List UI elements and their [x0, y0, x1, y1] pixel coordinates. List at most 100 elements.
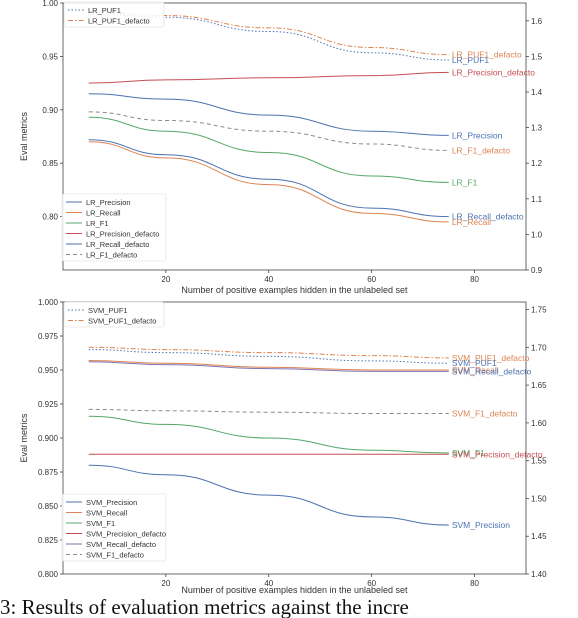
y-tick-label: 0.85	[42, 159, 58, 168]
legend-label: SVM_Precision_defacto	[86, 530, 166, 539]
series-end-label-svm-f1-defacto: SVM_F1_defacto	[452, 409, 518, 419]
legend-label: SVM_F1	[86, 519, 115, 528]
y-axis-label: Eval metrics	[19, 112, 29, 162]
x-tick-label: 60	[367, 275, 376, 284]
y2-tick-label: 1.2	[531, 159, 543, 168]
x-tick-label: 40	[264, 275, 273, 284]
y2-tick-label: 1.50	[531, 494, 547, 503]
legend-label: LR_Precision	[86, 198, 131, 207]
series-end-label-svm-recall-defacto: SVM_Recall_defacto	[452, 366, 532, 376]
x-tick-label: 60	[367, 579, 376, 588]
y2-tick-label: 1.75	[531, 306, 547, 315]
y2-tick-label: 1.70	[531, 343, 547, 352]
y-tick-label: 0.90	[42, 106, 58, 115]
legend-label: SVM_F1_defacto	[86, 551, 144, 560]
y-tick-label: 1.00	[42, 0, 58, 8]
y2-tick-label: 1.45	[531, 532, 547, 541]
y-tick-label: 0.875	[38, 468, 59, 477]
series-end-label-lr-recall-defacto: LR_Recall_defacto	[452, 212, 524, 222]
legend-label: SVM_Recall	[86, 509, 128, 518]
series-line-lr-recall	[88, 141, 449, 223]
series-line-lr-recall-defacto	[88, 139, 449, 218]
y-tick-label: 0.975	[38, 332, 59, 341]
series-end-label-svm-puf1-defacto: SVM_PUF1_defacto	[452, 353, 530, 363]
y-tick-label: 0.900	[38, 434, 59, 443]
legend-box	[63, 1, 165, 28]
legend-top: SVM_PUF1 SVM_PUF1_defacto	[63, 301, 165, 328]
legend-box	[61, 193, 167, 262]
x-tick-label: 80	[470, 579, 479, 588]
series-end-label-lr-puf1-defacto: LR_PUF1_defacto	[452, 50, 522, 60]
x-tick-label: 80	[470, 275, 479, 284]
legend-label: LR_PUF1_defacto	[88, 17, 150, 26]
y2-tick-label: 1.4	[531, 88, 543, 97]
series-end-label-svm-precision-defacto: SVM_Precision_defacto	[452, 449, 543, 459]
chart-panel-2: SVM_PUF1SVM_PUF1_defactoSVM_PrecisionSVM…	[60, 301, 529, 577]
series-line-svm-precision	[88, 464, 449, 526]
legend-label: LR_F1	[86, 219, 109, 228]
series-end-label-svm-recall: SVM_Recall	[452, 365, 499, 375]
series-end-label-lr-f1-defacto: LR_F1_defacto	[452, 145, 510, 155]
figure-caption: 3: Results of evaluation metrics against…	[0, 596, 409, 618]
series-line-svm-puf1-defacto	[88, 346, 449, 359]
series-line-lr-precision-defacto	[88, 71, 449, 84]
series-end-label-lr-precision: LR_Precision	[452, 130, 503, 140]
series-line-svm-recall-defacto	[88, 361, 449, 372]
legend-label: SVM_Recall_defacto	[86, 540, 156, 549]
legend-label: SVM_PUF1	[88, 306, 128, 315]
x-axis-label: Number of positive examples hidden in th…	[181, 585, 408, 595]
y2-tick-label: 1.6	[531, 17, 543, 26]
series-end-label-lr-f1: LR_F1	[452, 177, 478, 187]
series-line-svm-f1	[88, 415, 449, 454]
series-end-label-svm-f1: SVM_F1	[452, 448, 485, 458]
y-tick-label: 0.925	[38, 400, 59, 409]
chart-panel-1: LR_PUF1LR_PUF1_defactoLR_PrecisionLR_Rec…	[60, 1, 529, 273]
y-tick-label: 0.950	[38, 366, 59, 375]
series-line-lr-f1	[88, 116, 449, 183]
series-line-svm-f1-defacto	[88, 408, 449, 415]
legend-label: SVM_PUF1_defacto	[88, 317, 156, 326]
y2-tick-label: 1.60	[531, 419, 547, 428]
y-tick-label: 0.850	[38, 502, 59, 511]
series-end-label-lr-recall: LR_Recall	[452, 217, 491, 227]
y2-tick-label: 1.3	[531, 124, 543, 133]
y-tick-label: 0.95	[42, 52, 58, 61]
legend-label: LR_Recall	[86, 209, 121, 218]
x-tick-label: 20	[161, 579, 170, 588]
legend-box	[61, 493, 167, 562]
legend-label: SVM_Precision	[86, 498, 137, 507]
legend-box	[63, 301, 165, 328]
y2-tick-label: 1.55	[531, 457, 547, 466]
series-end-label-svm-precision: SVM_Precision	[452, 520, 510, 530]
y-tick-label: 0.80	[42, 213, 58, 222]
y-axis-label: Eval metrics	[19, 413, 29, 463]
x-tick-label: 20	[161, 275, 170, 284]
plot-frame	[62, 2, 527, 271]
series-line-lr-f1-defacto	[88, 111, 449, 151]
y-tick-label: 0.825	[38, 536, 59, 545]
legend-label: LR_Recall_defacto	[86, 240, 149, 249]
series-line-svm-recall	[88, 360, 449, 371]
series-line-svm-puf1	[88, 349, 449, 364]
y-tick-label: 1.000	[38, 298, 59, 307]
series-end-label-lr-puf1: LR_PUF1	[452, 55, 490, 65]
series-end-label-svm-puf1: SVM_PUF1	[452, 358, 497, 368]
x-tick-label: 40	[264, 579, 273, 588]
series-line-lr-precision	[88, 93, 449, 136]
legend-top: LR_PUF1 LR_PUF1_defacto	[63, 1, 165, 28]
y2-tick-label: 1.5	[531, 52, 543, 61]
y2-tick-label: 1.0	[531, 230, 543, 239]
y2-tick-label: 0.9	[531, 266, 543, 275]
y-tick-label: 0.800	[38, 570, 59, 579]
legend-label: LR_Precision_defacto	[86, 230, 159, 239]
legend-label: LR_F1_defacto	[86, 251, 137, 260]
y2-tick-label: 1.65	[531, 381, 547, 390]
y2-tick-label: 1.1	[531, 195, 543, 204]
series-end-label-lr-precision-defacto: LR_Precision_defacto	[452, 67, 535, 77]
legend-label: LR_PUF1	[88, 6, 121, 15]
y2-tick-label: 1.40	[531, 570, 547, 579]
x-axis-label: Number of positive examples hidden in th…	[181, 285, 408, 295]
